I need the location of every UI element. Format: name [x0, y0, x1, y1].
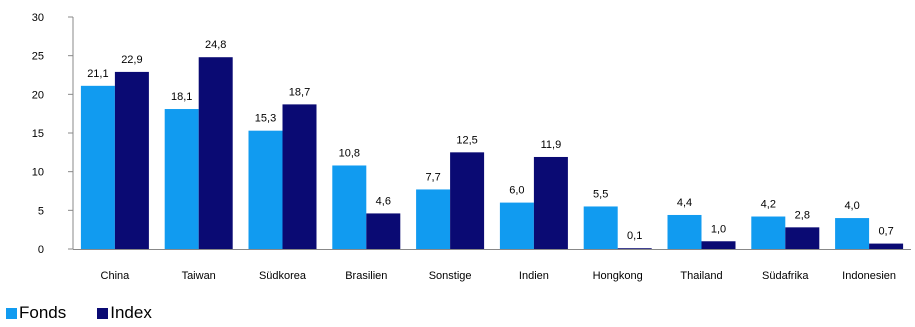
- bar-index: [198, 57, 233, 249]
- x-tick-label: Südafrika: [762, 270, 809, 282]
- data-label-fonds: 6,0: [509, 185, 524, 197]
- bar-chart: 0 5 10 15 20 25 30 China Taiwan Südkorea Brasilien…: [32, 12, 911, 282]
- data-label-index: 24,8: [205, 39, 226, 51]
- x-tick-label: Indonesien: [842, 270, 896, 282]
- x-tick-label: Hongkong: [593, 270, 643, 282]
- bar-fonds: [80, 85, 115, 250]
- data-label-fonds: 15,3: [255, 113, 276, 125]
- x-tick-label: Brasilien: [345, 270, 387, 282]
- data-label-index: 1,0: [711, 223, 726, 235]
- data-label-fonds: 21,1: [87, 68, 108, 80]
- bar-fonds: [248, 130, 283, 249]
- data-label-fonds: 4,4: [677, 197, 692, 209]
- x-tick-label: Thailand: [680, 270, 722, 282]
- legend-item-fonds: Fonds: [6, 303, 66, 323]
- bar-index: [869, 243, 904, 249]
- bar-fonds: [164, 109, 199, 249]
- bar-fonds: [751, 216, 786, 249]
- data-label-fonds: 10,8: [339, 147, 360, 159]
- data-label-index: 11,9: [541, 139, 562, 151]
- data-label-index: 12,5: [456, 134, 477, 146]
- legend-swatch-index: [97, 307, 109, 319]
- bar-fonds: [583, 206, 618, 249]
- bar-index: [701, 241, 736, 249]
- bar-index: [282, 104, 317, 250]
- x-tick-label: China: [101, 270, 131, 282]
- y-tick-label: 10: [32, 167, 44, 179]
- data-label-index: 2,8: [795, 209, 810, 221]
- legend-item-index: Index: [97, 303, 152, 323]
- x-tick-label: Indien: [519, 270, 549, 282]
- axes: 0 5 10 15 20 25 30 China Taiwan Südkorea Brasilien…: [32, 12, 911, 282]
- data-label-index: 18,7: [289, 86, 310, 98]
- data-label-index: 4,6: [376, 195, 391, 207]
- data-label-fonds: 4,0: [844, 200, 859, 212]
- y-tick-label: 0: [38, 244, 44, 256]
- data-labels: 21,1 22,9 18,1 24,8 15,3 18,7 10,8 4,6 7,7 12,5 6,…: [87, 39, 894, 242]
- x-tick-label: Südkorea: [259, 270, 307, 282]
- y-tick-label: 20: [32, 89, 44, 101]
- x-tick-label: Taiwan: [182, 270, 216, 282]
- bar-index: [617, 248, 652, 249]
- data-label-fonds: 18,1: [171, 91, 192, 103]
- bar-fonds: [667, 214, 702, 249]
- bar-fonds: [499, 202, 534, 249]
- bar-index: [114, 71, 149, 249]
- bar-index: [366, 213, 401, 249]
- bar-fonds: [332, 165, 367, 249]
- data-label-fonds: 4,2: [761, 199, 776, 211]
- data-label-index: 22,9: [121, 54, 142, 66]
- y-tick-label: 25: [32, 51, 44, 63]
- bar-index: [785, 227, 820, 249]
- bar-index: [533, 156, 568, 249]
- legend-label-fonds: Fonds: [19, 303, 67, 322]
- y-tick-label: 5: [38, 205, 44, 217]
- data-label-fonds: 7,7: [425, 171, 440, 183]
- bars: [80, 57, 904, 250]
- legend-label-index: Index: [110, 303, 152, 322]
- legend-swatch-fonds: [6, 307, 17, 319]
- bar-fonds: [416, 189, 451, 249]
- y-tick-label: 15: [32, 128, 44, 140]
- y-tick-label: 30: [32, 12, 44, 24]
- bar-index: [450, 152, 485, 249]
- data-label-index: 0,7: [878, 226, 893, 238]
- data-label-index: 0,1: [627, 230, 642, 242]
- legend: Fonds Index: [6, 303, 183, 323]
- bar-fonds: [835, 218, 870, 249]
- x-tick-label: Sonstige: [429, 270, 472, 282]
- data-label-fonds: 5,5: [593, 188, 608, 200]
